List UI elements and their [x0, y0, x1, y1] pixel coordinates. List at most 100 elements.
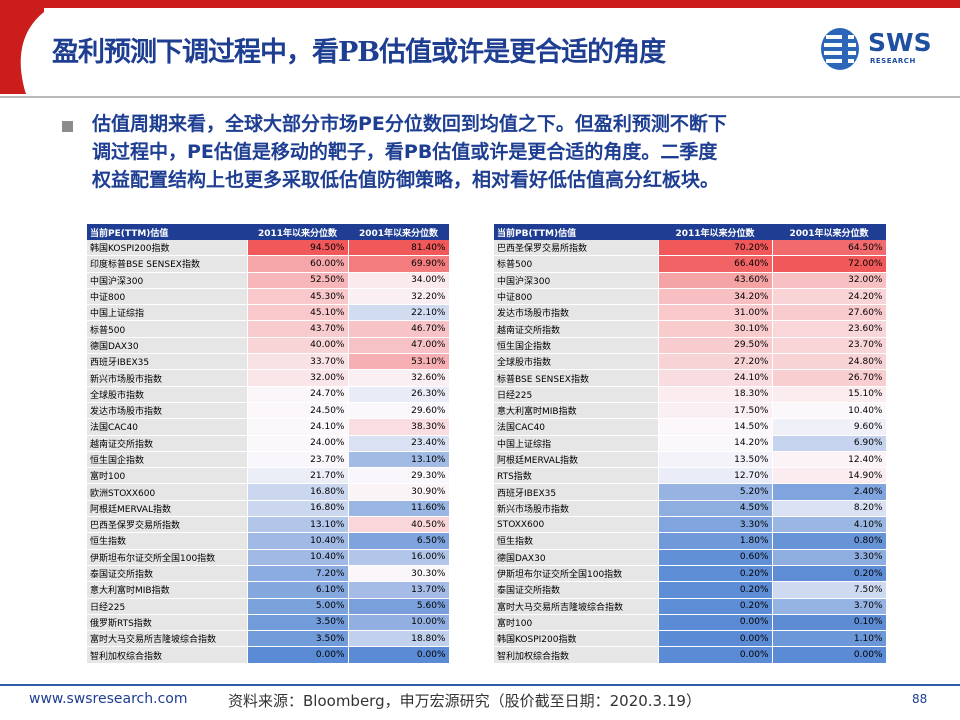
index-name-cell: 越南证交所指数 [494, 320, 659, 338]
percentile-cell: 14.50% [658, 418, 773, 436]
index-name-cell: 中国上证综指 [494, 435, 659, 452]
percentile-cell: 53.10% [348, 353, 450, 371]
table-row: 恒生国企指数 23.70% 13.10% [87, 451, 450, 469]
percentile-cell: 10.00% [348, 614, 450, 632]
column-header: 当前PB(TTM)估值 [494, 224, 658, 240]
index-name-cell: 意大利富时MIB指数 [494, 402, 659, 420]
percentile-cell: 29.50% [658, 337, 773, 355]
percentile-cell: 32.00% [247, 369, 349, 387]
percentile-cell: 24.70% [247, 386, 349, 403]
index-name-cell: 阿根廷MERVAL指数 [494, 451, 659, 469]
percentile-cell: 13.70% [348, 581, 450, 599]
index-name-cell: 恒生指数 [87, 532, 248, 550]
percentile-cell: 45.30% [247, 288, 349, 306]
percentile-cell: 46.70% [348, 320, 450, 338]
index-name-cell: 全球股市指数 [87, 386, 248, 403]
top-accent-bar [0, 0, 960, 8]
column-header: 2011年以来分位数 [247, 224, 348, 240]
percentile-cell: 3.30% [658, 516, 773, 534]
index-name-cell: 中国沪深300 [87, 272, 248, 289]
percentile-cell: 32.20% [348, 288, 450, 306]
percentile-cell: 29.60% [348, 402, 450, 420]
table-row: 中国上证综指 45.10% 22.10% [87, 304, 450, 322]
table-row: 恒生国企指数 29.50% 23.70% [494, 337, 887, 355]
percentile-cell: 26.70% [772, 369, 887, 387]
index-name-cell: 越南证交所指数 [87, 435, 248, 452]
table-row: 伊斯坦布尔证交所全国100指数 10.40% 16.00% [87, 549, 450, 566]
index-name-cell: 发达市场股市指数 [494, 304, 659, 322]
footer-website-link[interactable]: www.swsresearch.com [29, 691, 188, 707]
percentile-cell: 29.30% [348, 467, 450, 485]
index-name-cell: 俄罗斯RTS指数 [87, 614, 248, 632]
table-header-row: 当前PE(TTM)估值 2011年以来分位数 2001年以来分位数 [87, 224, 449, 240]
percentile-cell: 47.00% [348, 337, 450, 355]
table-row: 富时大马交易所吉隆坡综合指数 3.50% 18.80% [87, 630, 450, 648]
percentile-cell: 0.10% [772, 614, 887, 632]
table-row: RTS指数 12.70% 14.90% [494, 467, 887, 485]
table-row: 标普BSE SENSEX指数 24.10% 26.70% [494, 369, 887, 387]
column-header: 2001年以来分位数 [348, 224, 449, 240]
index-name-cell: 中证800 [494, 288, 659, 306]
percentile-cell: 38.30% [348, 418, 450, 436]
table-row: 法国CAC40 14.50% 9.60% [494, 418, 887, 436]
percentile-cell: 15.10% [772, 386, 887, 403]
table-row: 泰国证交所指数 0.20% 7.50% [494, 581, 887, 599]
table-row: 西班牙IBEX35 33.70% 53.10% [87, 353, 450, 371]
column-header: 2011年以来分位数 [658, 224, 772, 240]
percentile-cell: 5.20% [658, 483, 773, 501]
index-name-cell: 智利加权综合指数 [87, 646, 248, 664]
percentile-cell: 34.00% [348, 272, 450, 289]
percentile-cell: 0.20% [658, 598, 773, 615]
table-row: 德国DAX30 40.00% 47.00% [87, 337, 450, 355]
table-row: 韩国KOSPI200指数 0.00% 1.10% [494, 630, 887, 648]
percentile-cell: 69.90% [348, 255, 450, 273]
column-header: 当前PE(TTM)估值 [87, 224, 247, 240]
index-name-cell: 中证800 [87, 288, 248, 306]
index-name-cell: 标普BSE SENSEX指数 [494, 369, 659, 387]
percentile-cell: 0.20% [772, 565, 887, 583]
table-row: 新兴市场股市指数 4.50% 8.20% [494, 500, 887, 518]
index-name-cell: 日经225 [494, 386, 659, 403]
title-accent-swoosh [0, 8, 44, 94]
table-row: 标普500 43.70% 46.70% [87, 320, 450, 338]
index-name-cell: RTS指数 [494, 467, 659, 485]
percentile-cell: 18.80% [348, 630, 450, 648]
table-row: 富时100 21.70% 29.30% [87, 467, 450, 485]
percentile-cell: 2.40% [772, 483, 887, 501]
percentile-cell: 0.20% [658, 581, 773, 599]
index-name-cell: 意大利富时MIB指数 [87, 581, 248, 599]
percentile-cell: 23.70% [772, 337, 887, 355]
table-row: 韩国KOSPI200指数 94.50% 81.40% [87, 240, 450, 257]
table-row: 巴西圣保罗交易所指数 70.20% 64.50% [494, 240, 887, 257]
index-name-cell: 法国CAC40 [87, 418, 248, 436]
percentile-cell: 60.00% [247, 255, 349, 273]
percentile-cell: 0.20% [658, 565, 773, 583]
percentile-cell: 7.20% [247, 565, 349, 583]
index-name-cell: 中国沪深300 [494, 272, 659, 289]
title-divider [0, 96, 960, 98]
sws-logo-icon [821, 28, 859, 70]
bullet-line: 估值周期来看，全球大部分市场PE分位数回到均值之下。但盈利预测不断下 [92, 113, 727, 135]
percentile-cell: 14.90% [772, 467, 887, 485]
percentile-cell: 10.40% [772, 402, 887, 420]
index-name-cell: 新兴市场股市指数 [87, 369, 248, 387]
index-name-cell: 恒生指数 [494, 532, 659, 550]
table-row: 发达市场股市指数 31.00% 27.60% [494, 304, 887, 322]
index-name-cell: 法国CAC40 [494, 418, 659, 436]
pe-valuation-table: 当前PE(TTM)估值 2011年以来分位数 2001年以来分位数 韩国KOSP… [87, 224, 450, 664]
table-row: 泰国证交所指数 7.20% 30.30% [87, 565, 450, 583]
index-name-cell: 富时大马交易所吉隆坡综合指数 [494, 598, 659, 615]
percentile-cell: 23.40% [348, 435, 450, 452]
table-row: 法国CAC40 24.10% 38.30% [87, 418, 450, 436]
percentile-cell: 13.10% [247, 516, 349, 534]
footer-source-note: 资料来源：Bloomberg，申万宏源研究（股价截至日期：2020.3.19） [228, 692, 701, 710]
percentile-cell: 3.30% [772, 549, 887, 566]
table-row: 新兴市场股市指数 32.00% 32.60% [87, 369, 450, 387]
percentile-cell: 27.60% [772, 304, 887, 322]
percentile-cell: 81.40% [348, 240, 450, 257]
percentile-cell: 7.50% [772, 581, 887, 599]
percentile-cell: 3.50% [247, 614, 349, 632]
percentile-cell: 34.20% [658, 288, 773, 306]
percentile-cell: 13.10% [348, 451, 450, 469]
percentile-cell: 23.70% [247, 451, 349, 469]
